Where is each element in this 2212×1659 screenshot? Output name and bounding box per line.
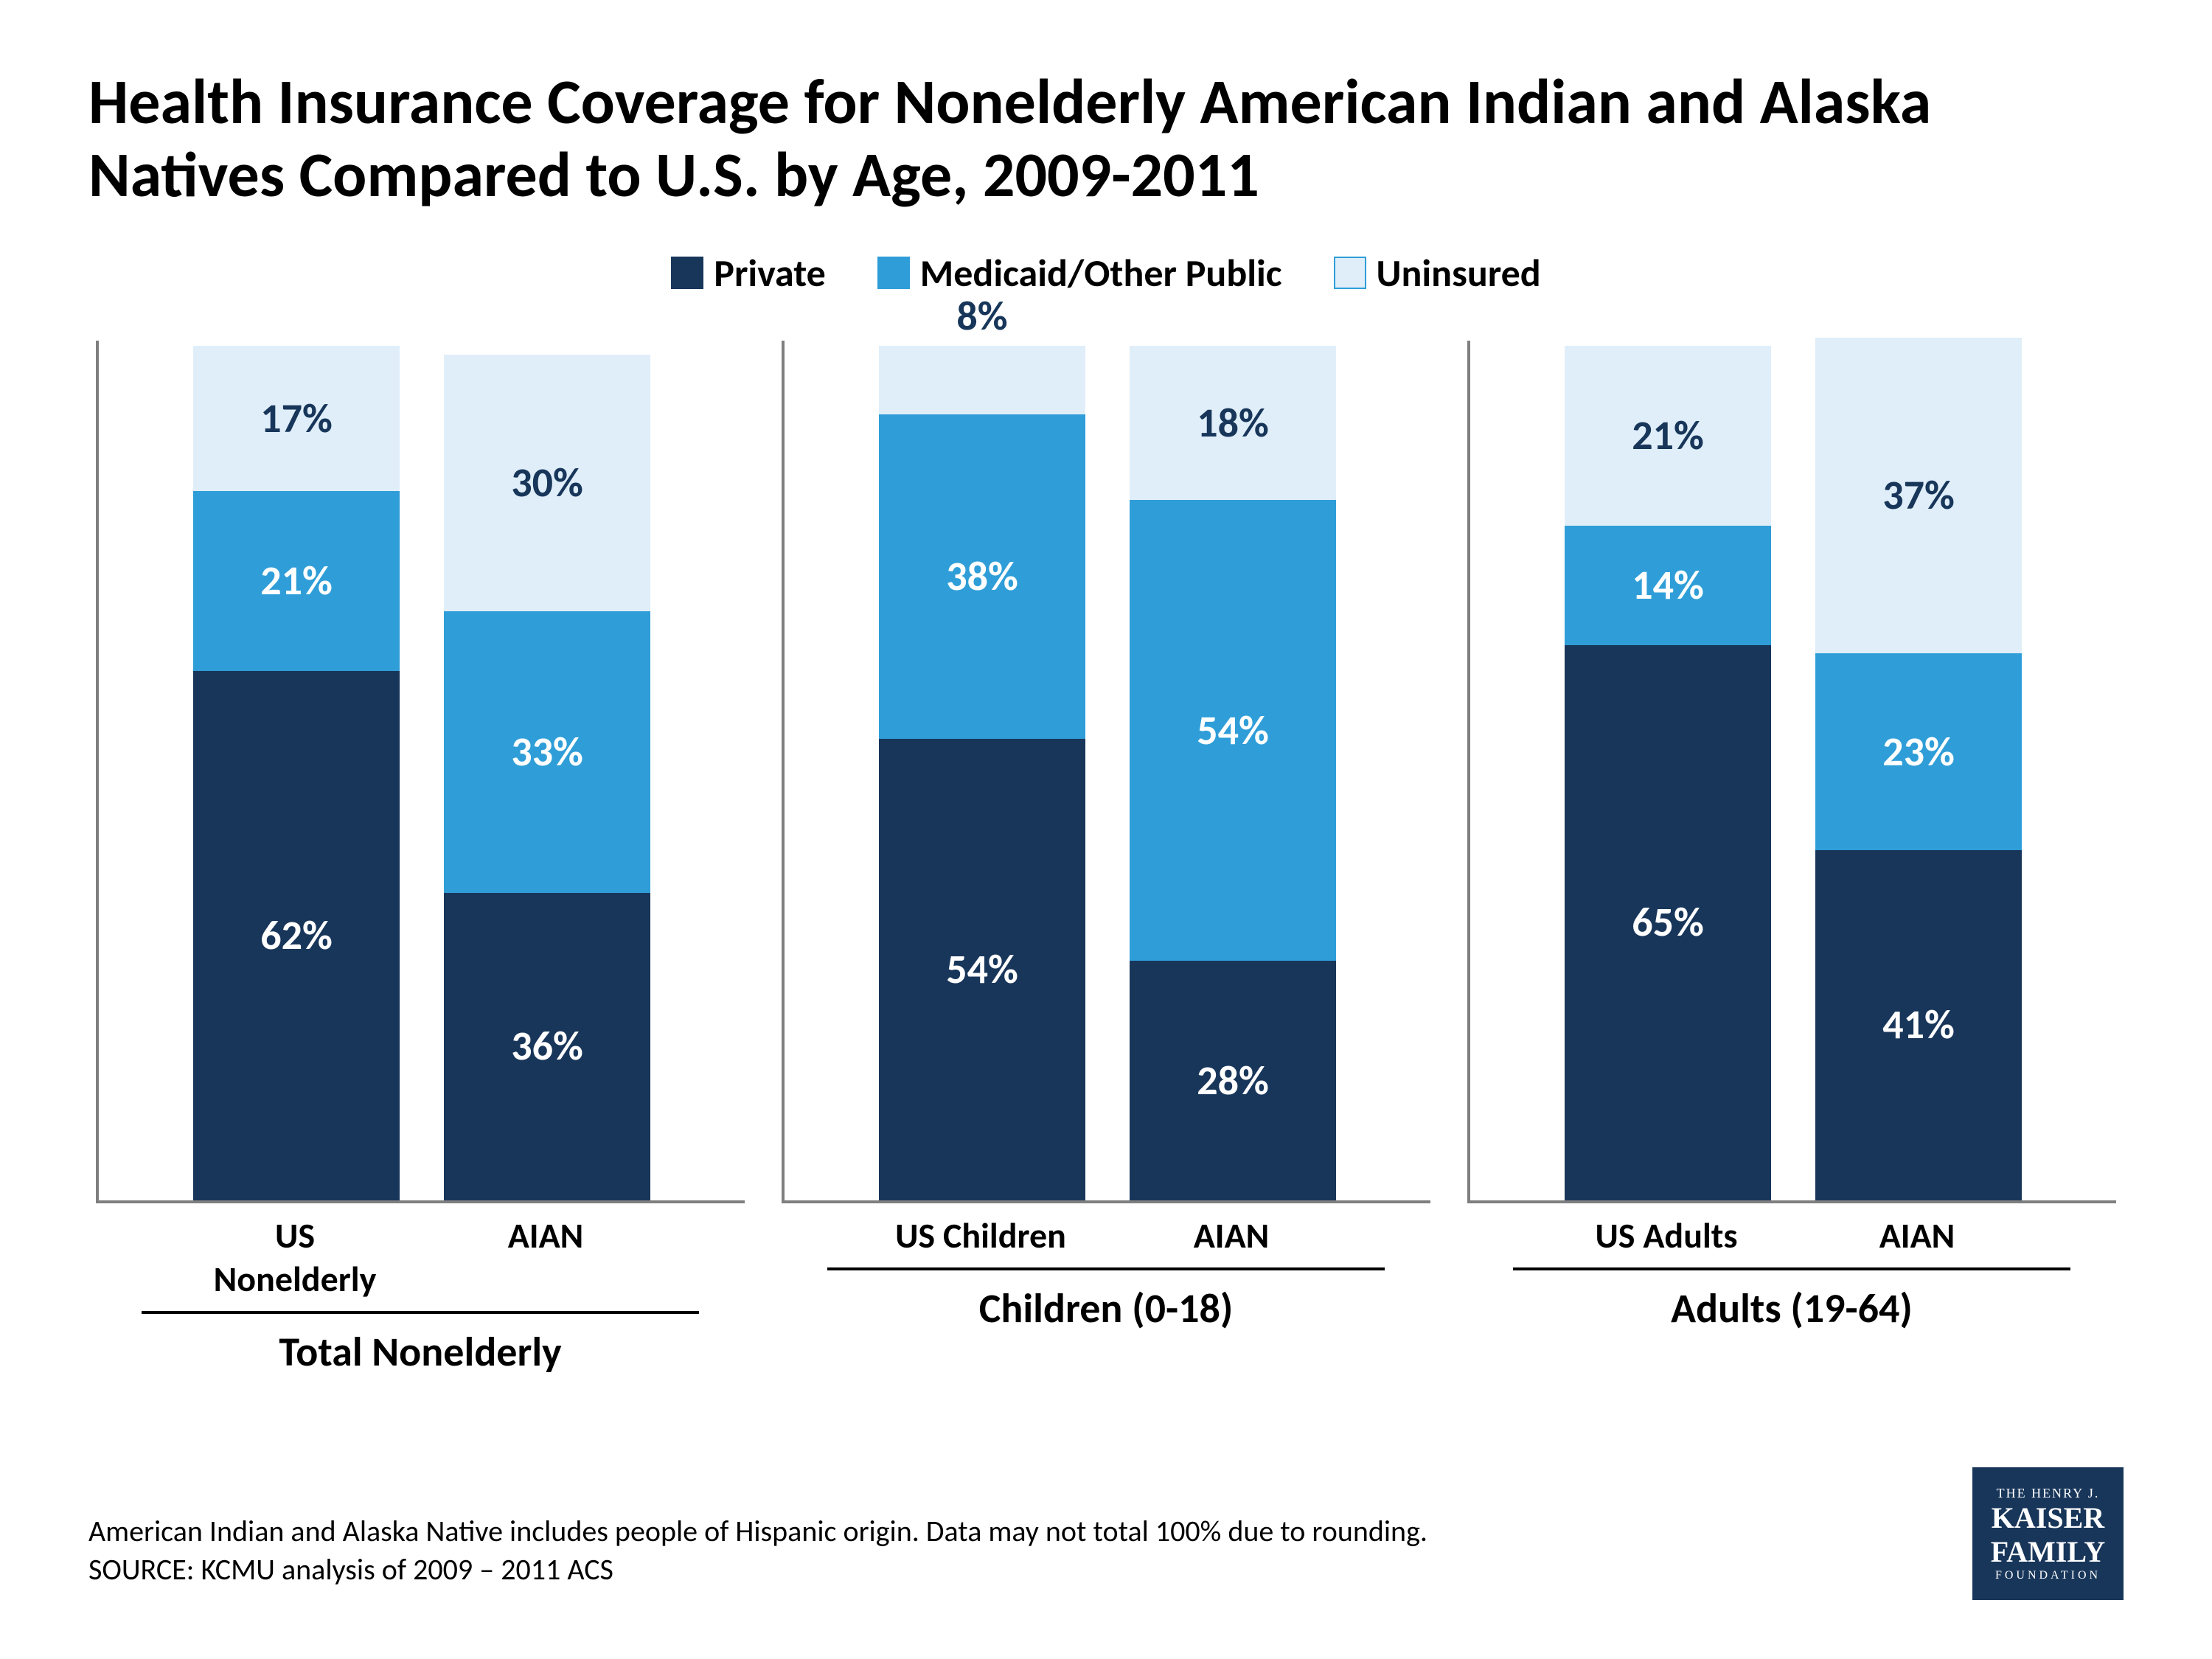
legend-item: Medicaid/Other Public <box>877 249 1282 296</box>
segment-label: 38% <box>946 552 1018 602</box>
chart-title: Health Insurance Coverage for Nonelderly… <box>88 66 2124 212</box>
bar-segment-private: 54% <box>879 739 1085 1200</box>
bar-column: 36% 33% 30% <box>444 355 650 1200</box>
group-rule <box>827 1267 1385 1270</box>
logo-bottom-text: FOUNDATION <box>1995 1569 2101 1582</box>
stacked-bar: 62% 21% 17% <box>193 346 400 1200</box>
segment-label: 36% <box>511 1021 583 1071</box>
bar-segment-medicaid: 54% <box>1130 500 1336 961</box>
bar-segment-private: 36% <box>444 893 650 1200</box>
group-rule <box>142 1311 700 1314</box>
bar-segment-medicaid: 21% <box>193 491 400 670</box>
footnote-text: American Indian and Alaska Native includ… <box>88 1512 1947 1551</box>
segment-label: 21% <box>1632 411 1704 461</box>
segment-label: 21% <box>260 556 333 606</box>
segment-label: 30% <box>511 458 583 508</box>
bar-category-label: AIAN <box>1128 1214 1335 1257</box>
bars-row: 62% 21% 17% 36% 33% 30% <box>96 341 745 1203</box>
bar-category-label: US Adults <box>1563 1214 1770 1257</box>
segment-label: 33% <box>511 727 583 777</box>
chart-group: 62% 21% 17% 36% 33% 30% US Nonelderly AIAN Total… <box>96 341 745 1377</box>
legend-item: Private <box>671 249 826 296</box>
legend: Private Medicaid/Other Public Uninsured <box>88 249 2124 296</box>
source-text: SOURCE: KCMU analysis of 2009 – 2011 ACS <box>88 1551 1947 1589</box>
legend-label: Uninsured <box>1377 249 1541 296</box>
segment-label: 41% <box>1882 1000 1955 1050</box>
bar-segment-medicaid: 23% <box>1815 653 2022 849</box>
legend-label: Medicaid/Other Public <box>920 249 1282 296</box>
bar-category-label: AIAN <box>1814 1214 2020 1257</box>
group-rule <box>1513 1267 2071 1270</box>
bar-category-label: US Nonelderly <box>192 1214 398 1301</box>
footnotes: American Indian and Alaska Native includ… <box>88 1512 1947 1589</box>
legend-item: Uninsured <box>1334 249 1541 296</box>
chart-group: 54% 38% 8% 28% 54% 18% US Children AIAN Children… <box>782 341 1430 1377</box>
segment-label: 37% <box>1882 470 1955 521</box>
legend-label: Private <box>714 249 826 296</box>
legend-swatch <box>877 257 910 289</box>
logo-main-text-1: KAISER <box>1992 1504 2104 1532</box>
bar-segment-medicaid: 38% <box>879 414 1085 739</box>
bar-segment-uninsured: 21% <box>1565 346 1771 525</box>
bar-category-label: AIAN <box>442 1214 649 1301</box>
bar-segment-private: 65% <box>1565 645 1771 1200</box>
bar-column: 28% 54% 18% <box>1130 346 1336 1200</box>
bar-category-label: US Children <box>877 1214 1084 1257</box>
group-title: Children (0-18) <box>979 1284 1234 1334</box>
stacked-bar: 54% 38% 8% <box>879 346 1085 1200</box>
group-title: Adults (19-64) <box>1671 1284 1913 1334</box>
kaiser-logo: THE HENRY J. KAISER FAMILY FOUNDATION <box>1972 1467 2124 1600</box>
group-title: Total Nonelderly <box>279 1327 561 1377</box>
segment-label: 62% <box>260 911 333 961</box>
stacked-bar: 41% 23% 37% <box>1815 338 2022 1200</box>
bar-segment-uninsured: 30% <box>444 355 650 611</box>
bar-column: 41% 23% 37% <box>1815 338 2022 1200</box>
category-row: US Nonelderly AIAN <box>96 1214 745 1301</box>
segment-label: 28% <box>1197 1056 1269 1106</box>
logo-top-text: THE HENRY J. <box>1997 1486 2100 1501</box>
bars-row: 54% 38% 8% 28% 54% 18% <box>782 341 1430 1203</box>
segment-label: 65% <box>1632 897 1704 947</box>
bar-segment-uninsured: 37% <box>1815 338 2022 654</box>
stacked-bar: 36% 33% 30% <box>444 355 650 1200</box>
category-row: US Adults AIAN <box>1467 1214 2116 1257</box>
bar-segment-private: 62% <box>193 671 400 1200</box>
bar-segment-private: 41% <box>1815 850 2022 1200</box>
stacked-bar: 28% 54% 18% <box>1130 346 1336 1200</box>
segment-label: 18% <box>1197 398 1269 448</box>
segment-label: 54% <box>1197 706 1269 756</box>
bar-column: 54% 38% 8% <box>879 346 1085 1200</box>
legend-swatch <box>1334 257 1366 289</box>
segment-label: 8% <box>956 291 1007 341</box>
stacked-bar: 65% 14% 21% <box>1565 346 1771 1200</box>
logo-main-text-2: FAMILY <box>1991 1538 2106 1566</box>
legend-swatch <box>671 257 703 289</box>
bar-column: 62% 21% 17% <box>193 346 400 1200</box>
bars-row: 65% 14% 21% 41% 23% 37% <box>1467 341 2116 1203</box>
segment-label: 54% <box>946 945 1018 995</box>
segment-label: 14% <box>1632 560 1704 611</box>
segment-label: 23% <box>1882 727 1955 777</box>
segment-label: 17% <box>260 394 333 444</box>
bar-segment-private: 28% <box>1130 961 1336 1200</box>
bar-segment-medicaid: 14% <box>1565 526 1771 645</box>
bar-column: 65% 14% 21% <box>1565 346 1771 1200</box>
bar-segment-uninsured: 18% <box>1130 346 1336 500</box>
chart-group: 65% 14% 21% 41% 23% 37% US Adults AIAN Adults (1… <box>1467 341 2116 1377</box>
category-row: US Children AIAN <box>782 1214 1430 1257</box>
chart-area: 62% 21% 17% 36% 33% 30% US Nonelderly AIAN Total… <box>96 341 2116 1377</box>
bar-segment-uninsured: 8% <box>879 346 1085 414</box>
bar-segment-medicaid: 33% <box>444 611 650 893</box>
bar-segment-uninsured: 17% <box>193 346 400 491</box>
